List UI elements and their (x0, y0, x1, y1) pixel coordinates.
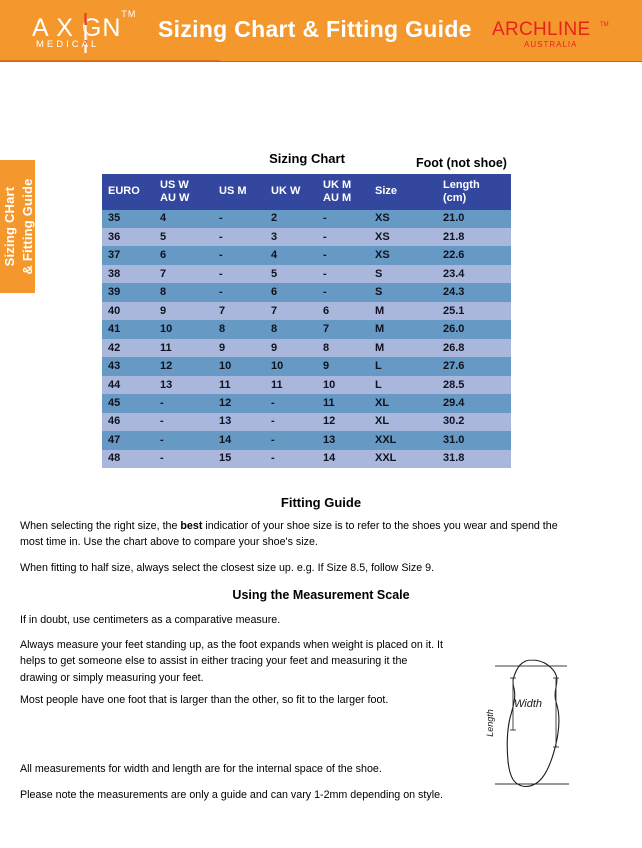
svg-text:ARCHLINE: ARCHLINE (492, 19, 590, 40)
svg-text:TM: TM (600, 22, 609, 28)
svg-text:Length: Length (485, 709, 495, 737)
svg-text:AUSTRALIA: AUSTRALIA (524, 40, 577, 49)
svg-text:Width: Width (514, 698, 542, 710)
